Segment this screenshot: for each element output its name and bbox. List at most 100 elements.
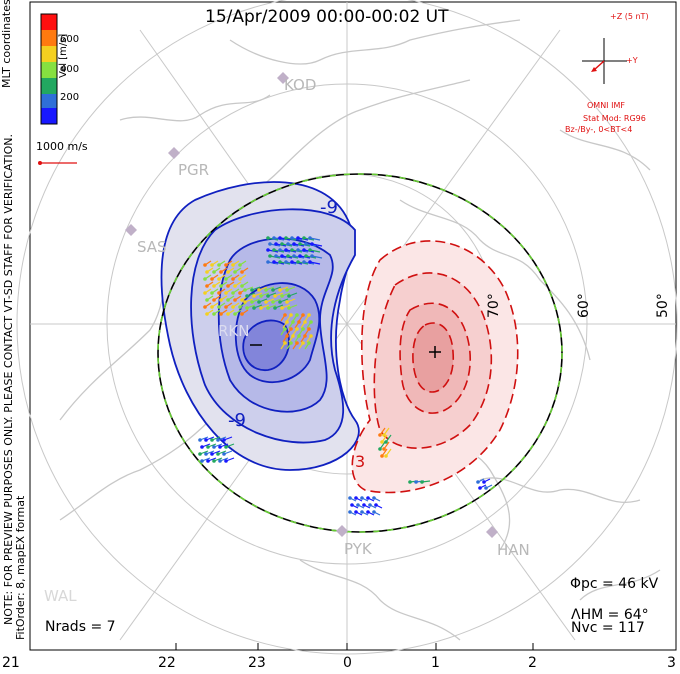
mlt-label-21: 21 xyxy=(2,655,20,671)
vector-stem xyxy=(373,511,381,516)
vector-stem xyxy=(309,237,321,241)
vector-stem xyxy=(217,450,227,455)
station-pyk-marker xyxy=(336,525,348,537)
positive-potential-cell xyxy=(351,240,519,494)
vector-stem xyxy=(294,321,300,329)
vector-stem xyxy=(220,309,228,315)
vector-stem xyxy=(349,511,357,516)
scale-vector xyxy=(38,161,77,165)
vector-stem xyxy=(351,504,359,509)
vector-stem xyxy=(227,281,235,287)
vector-stem xyxy=(204,288,212,294)
vector-stem xyxy=(375,504,383,509)
vector-stem xyxy=(483,478,491,483)
vector-stem xyxy=(355,497,363,502)
positive-center-mark xyxy=(429,346,441,358)
imf-stat-mod: Stat Mod: RG96 xyxy=(583,114,646,123)
colorbar-tick-600: 600 xyxy=(60,34,80,45)
vector-stem xyxy=(292,342,298,350)
vector-stem xyxy=(239,260,247,266)
vector-stem xyxy=(241,267,249,273)
imf-condition: Bz-/By-, 0<BT<4 xyxy=(565,125,633,134)
vector-stem xyxy=(232,260,240,266)
mlt-label-2: 2 xyxy=(528,655,537,671)
vector-stem xyxy=(227,295,235,301)
vector-stem xyxy=(223,450,233,455)
mlt-label-23: 23 xyxy=(248,655,266,671)
vector-stem xyxy=(234,267,242,273)
vector-stem xyxy=(204,274,212,280)
imf-y-label: +Y xyxy=(626,56,638,65)
vector-stem xyxy=(379,427,386,436)
vector-stem xyxy=(300,335,306,343)
vector-stem xyxy=(201,443,211,448)
vector-stem xyxy=(218,260,226,266)
vector-stem xyxy=(201,457,211,462)
vector-stem xyxy=(279,298,289,303)
vector-stem xyxy=(239,274,247,280)
vector-stem xyxy=(286,314,292,322)
vector-stem xyxy=(225,302,233,308)
vector-stem xyxy=(206,295,214,301)
vector-stem xyxy=(298,314,304,322)
imf-source: OMNI IMF xyxy=(587,101,625,110)
vector-stem xyxy=(309,261,321,265)
station-han: HAN xyxy=(497,541,530,559)
vector-stem xyxy=(234,295,242,301)
vector-stem xyxy=(267,304,277,309)
contour-label-neg-top: -9 xyxy=(320,197,338,218)
mlt-label-22: 22 xyxy=(158,655,176,671)
vector-stem xyxy=(349,497,357,502)
vector-stem xyxy=(234,281,242,287)
vector-stem xyxy=(225,443,235,448)
vector-stem xyxy=(220,295,228,301)
vector-stem xyxy=(258,298,268,303)
station-wal: WAL xyxy=(44,587,77,605)
vector-stem xyxy=(211,288,219,294)
station-markers xyxy=(125,72,498,538)
vector-stem xyxy=(211,450,221,455)
vector-stem xyxy=(260,292,270,297)
vector-stem xyxy=(304,314,310,322)
vector-stem xyxy=(367,511,375,516)
vector-stem xyxy=(232,274,240,280)
vector-stem xyxy=(253,304,263,309)
station-pyk: PYK xyxy=(344,540,372,558)
vector-stem xyxy=(211,260,219,266)
colorbar xyxy=(40,13,58,125)
vector-stem xyxy=(219,443,229,448)
vector-stem xyxy=(367,497,375,502)
latitude-label-60: 60° xyxy=(576,293,592,318)
vector-stem xyxy=(304,328,310,336)
vector-stem xyxy=(218,274,226,280)
vector-stem xyxy=(206,267,214,273)
vector-stem xyxy=(381,434,388,443)
latitude-label-70: 70° xyxy=(486,293,502,318)
imf-clock xyxy=(582,38,627,84)
vector-stem xyxy=(218,288,226,294)
vector-stem xyxy=(225,260,233,266)
contour-label-pos: 3 xyxy=(355,452,366,471)
vector-stem xyxy=(225,288,233,294)
vector-stem xyxy=(251,298,261,303)
vector-stem xyxy=(286,342,292,350)
vector-stem xyxy=(288,292,298,297)
imf-z-label: +Z (5 nT) xyxy=(610,12,649,21)
vector-stem xyxy=(281,292,291,297)
station-kod-marker xyxy=(277,72,289,84)
vector-stem xyxy=(225,274,233,280)
vector-stem xyxy=(373,497,381,502)
vector-stem xyxy=(298,328,304,336)
vector-stem xyxy=(204,260,212,266)
vector-stem xyxy=(227,267,235,273)
vector-stem xyxy=(361,497,369,502)
vector-stem xyxy=(286,328,292,336)
vector-stem xyxy=(213,267,221,273)
latitude-label-50: 50° xyxy=(655,293,671,318)
vector-stem xyxy=(217,436,227,441)
vector-stem xyxy=(369,504,377,509)
vector-stem xyxy=(207,457,217,462)
stat-lambda-hm: ΛHM = 64° xyxy=(571,607,649,623)
vector-stem xyxy=(280,314,286,322)
vector-stem xyxy=(282,335,288,343)
